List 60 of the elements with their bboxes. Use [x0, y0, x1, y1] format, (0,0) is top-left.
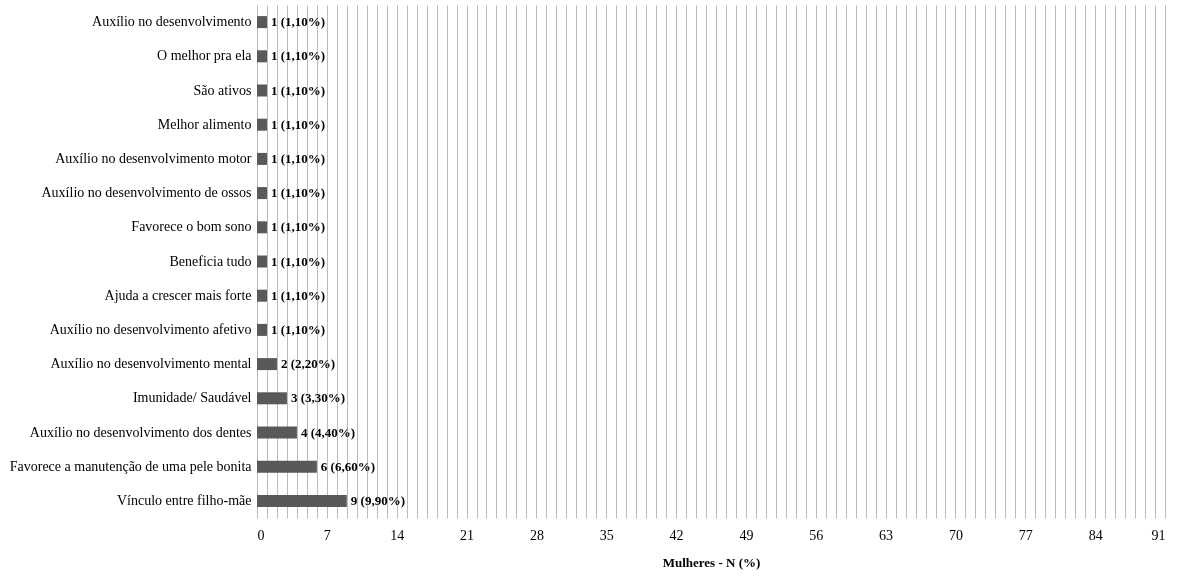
data-label: 9 (9,90%)	[350, 492, 405, 508]
bar	[257, 289, 267, 302]
bar	[257, 255, 267, 268]
bar	[257, 221, 267, 234]
y-tick-label: Vínculo entre filho-mãe	[116, 492, 252, 508]
bar	[257, 494, 347, 507]
y-tick-label: O melhor pra ela	[157, 48, 253, 64]
y-tick-label: Auxílio no desenvolvimento	[92, 14, 252, 30]
x-tick-label: 14	[390, 527, 405, 543]
bar	[257, 392, 287, 405]
x-tick-label: 35	[599, 527, 614, 543]
y-tick-label: Auxílio no desenvolvimento motor	[55, 150, 252, 166]
y-tick-label: Beneficia tudo	[169, 253, 252, 269]
data-label: 1 (1,10%)	[270, 287, 326, 303]
bar	[257, 50, 267, 63]
bar	[257, 358, 277, 371]
data-label: 1 (1,10%)	[270, 48, 326, 64]
y-tick-label: Auxílio no desenvolvimento de ossos	[41, 185, 252, 201]
x-tick-label: 7	[323, 527, 331, 543]
x-tick-label: 77	[1018, 527, 1033, 543]
x-tick-label: 56	[809, 527, 824, 543]
y-tick-label: Favorece a manutenção de uma pele bonita	[9, 458, 253, 474]
x-tick-label: 42	[669, 527, 684, 543]
bar	[257, 16, 267, 29]
bar	[257, 426, 297, 439]
bar	[257, 323, 267, 336]
data-label: 1 (1,10%)	[270, 321, 326, 337]
data-label: 1 (1,10%)	[270, 14, 326, 30]
y-tick-label: Auxílio no desenvolvimento mental	[50, 356, 252, 372]
data-label: 1 (1,10%)	[270, 116, 326, 132]
x-tick-label: 21	[460, 527, 475, 543]
data-label: 4 (4,40%)	[300, 424, 356, 440]
x-tick-label: 91	[1151, 527, 1166, 543]
y-tick-label: São ativos	[193, 82, 252, 98]
x-tick-label: 49	[739, 527, 754, 543]
x-tick-label: 84	[1088, 527, 1103, 543]
x-tick-label: 0	[257, 527, 265, 543]
y-tick-label: Auxílio no desenvolvimento dos dentes	[29, 424, 252, 440]
bar	[257, 152, 267, 165]
data-label: 6 (6,60%)	[320, 458, 376, 474]
y-tick-label: Imunidade/ Saudável	[132, 390, 252, 406]
data-label: 3 (3,30%)	[290, 390, 346, 406]
bar	[257, 460, 317, 473]
data-label: 1 (1,10%)	[270, 150, 326, 166]
bar	[257, 84, 267, 97]
y-tick-label: Auxílio no desenvolvimento afetivo	[49, 321, 252, 337]
x-tick-label: 28	[529, 527, 544, 543]
data-label: 2 (2,20%)	[280, 356, 336, 372]
x-tick-label: 70	[948, 527, 963, 543]
y-tick-label: Favorece o bom sono	[131, 219, 252, 235]
data-label: 1 (1,10%)	[270, 82, 326, 98]
y-tick-label: Ajuda a crescer mais forte	[104, 287, 252, 303]
y-tick-label: Melhor alimento	[157, 116, 252, 132]
data-label: 1 (1,10%)	[270, 219, 326, 235]
x-tick-label: 63	[879, 527, 894, 543]
data-label: 1 (1,10%)	[270, 253, 326, 269]
bar	[257, 187, 267, 200]
bar	[257, 118, 267, 131]
x-axis-title: Mulheres - N (%)	[662, 554, 761, 570]
data-label: 1 (1,10%)	[270, 185, 326, 201]
